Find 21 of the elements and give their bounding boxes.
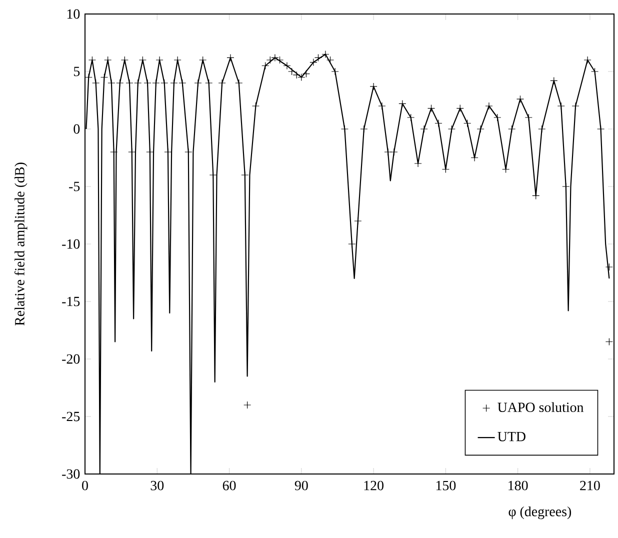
- x-tick-label: 0: [82, 480, 88, 490]
- y-tick-label: -5: [69, 182, 80, 192]
- x-axis-title: φ (degrees): [508, 506, 572, 520]
- y-tick-label: -25: [62, 412, 80, 422]
- y-tick-label: -15: [62, 296, 80, 306]
- y-tick-label: -20: [62, 354, 80, 364]
- y-tick-label: -30: [62, 469, 80, 479]
- y-tick-label: -10: [62, 239, 80, 249]
- x-tick-label: 60: [222, 480, 236, 490]
- legend-label: UTD: [498, 432, 526, 442]
- x-tick-label: 30: [150, 480, 164, 490]
- y-tick-label: 10: [67, 9, 80, 19]
- x-tick-label: 90: [294, 480, 308, 490]
- y-axis-title: Relative field amplitude (dB): [14, 162, 28, 326]
- x-tick-label: 210: [580, 480, 600, 490]
- x-tick-label: 120: [364, 480, 384, 490]
- x-tick-label: 150: [436, 480, 456, 490]
- legend-label: UAPO solution: [498, 402, 584, 412]
- x-tick-label: 180: [508, 480, 528, 490]
- y-tick-label: 5: [74, 66, 80, 76]
- y-tick-label: 0: [74, 124, 80, 134]
